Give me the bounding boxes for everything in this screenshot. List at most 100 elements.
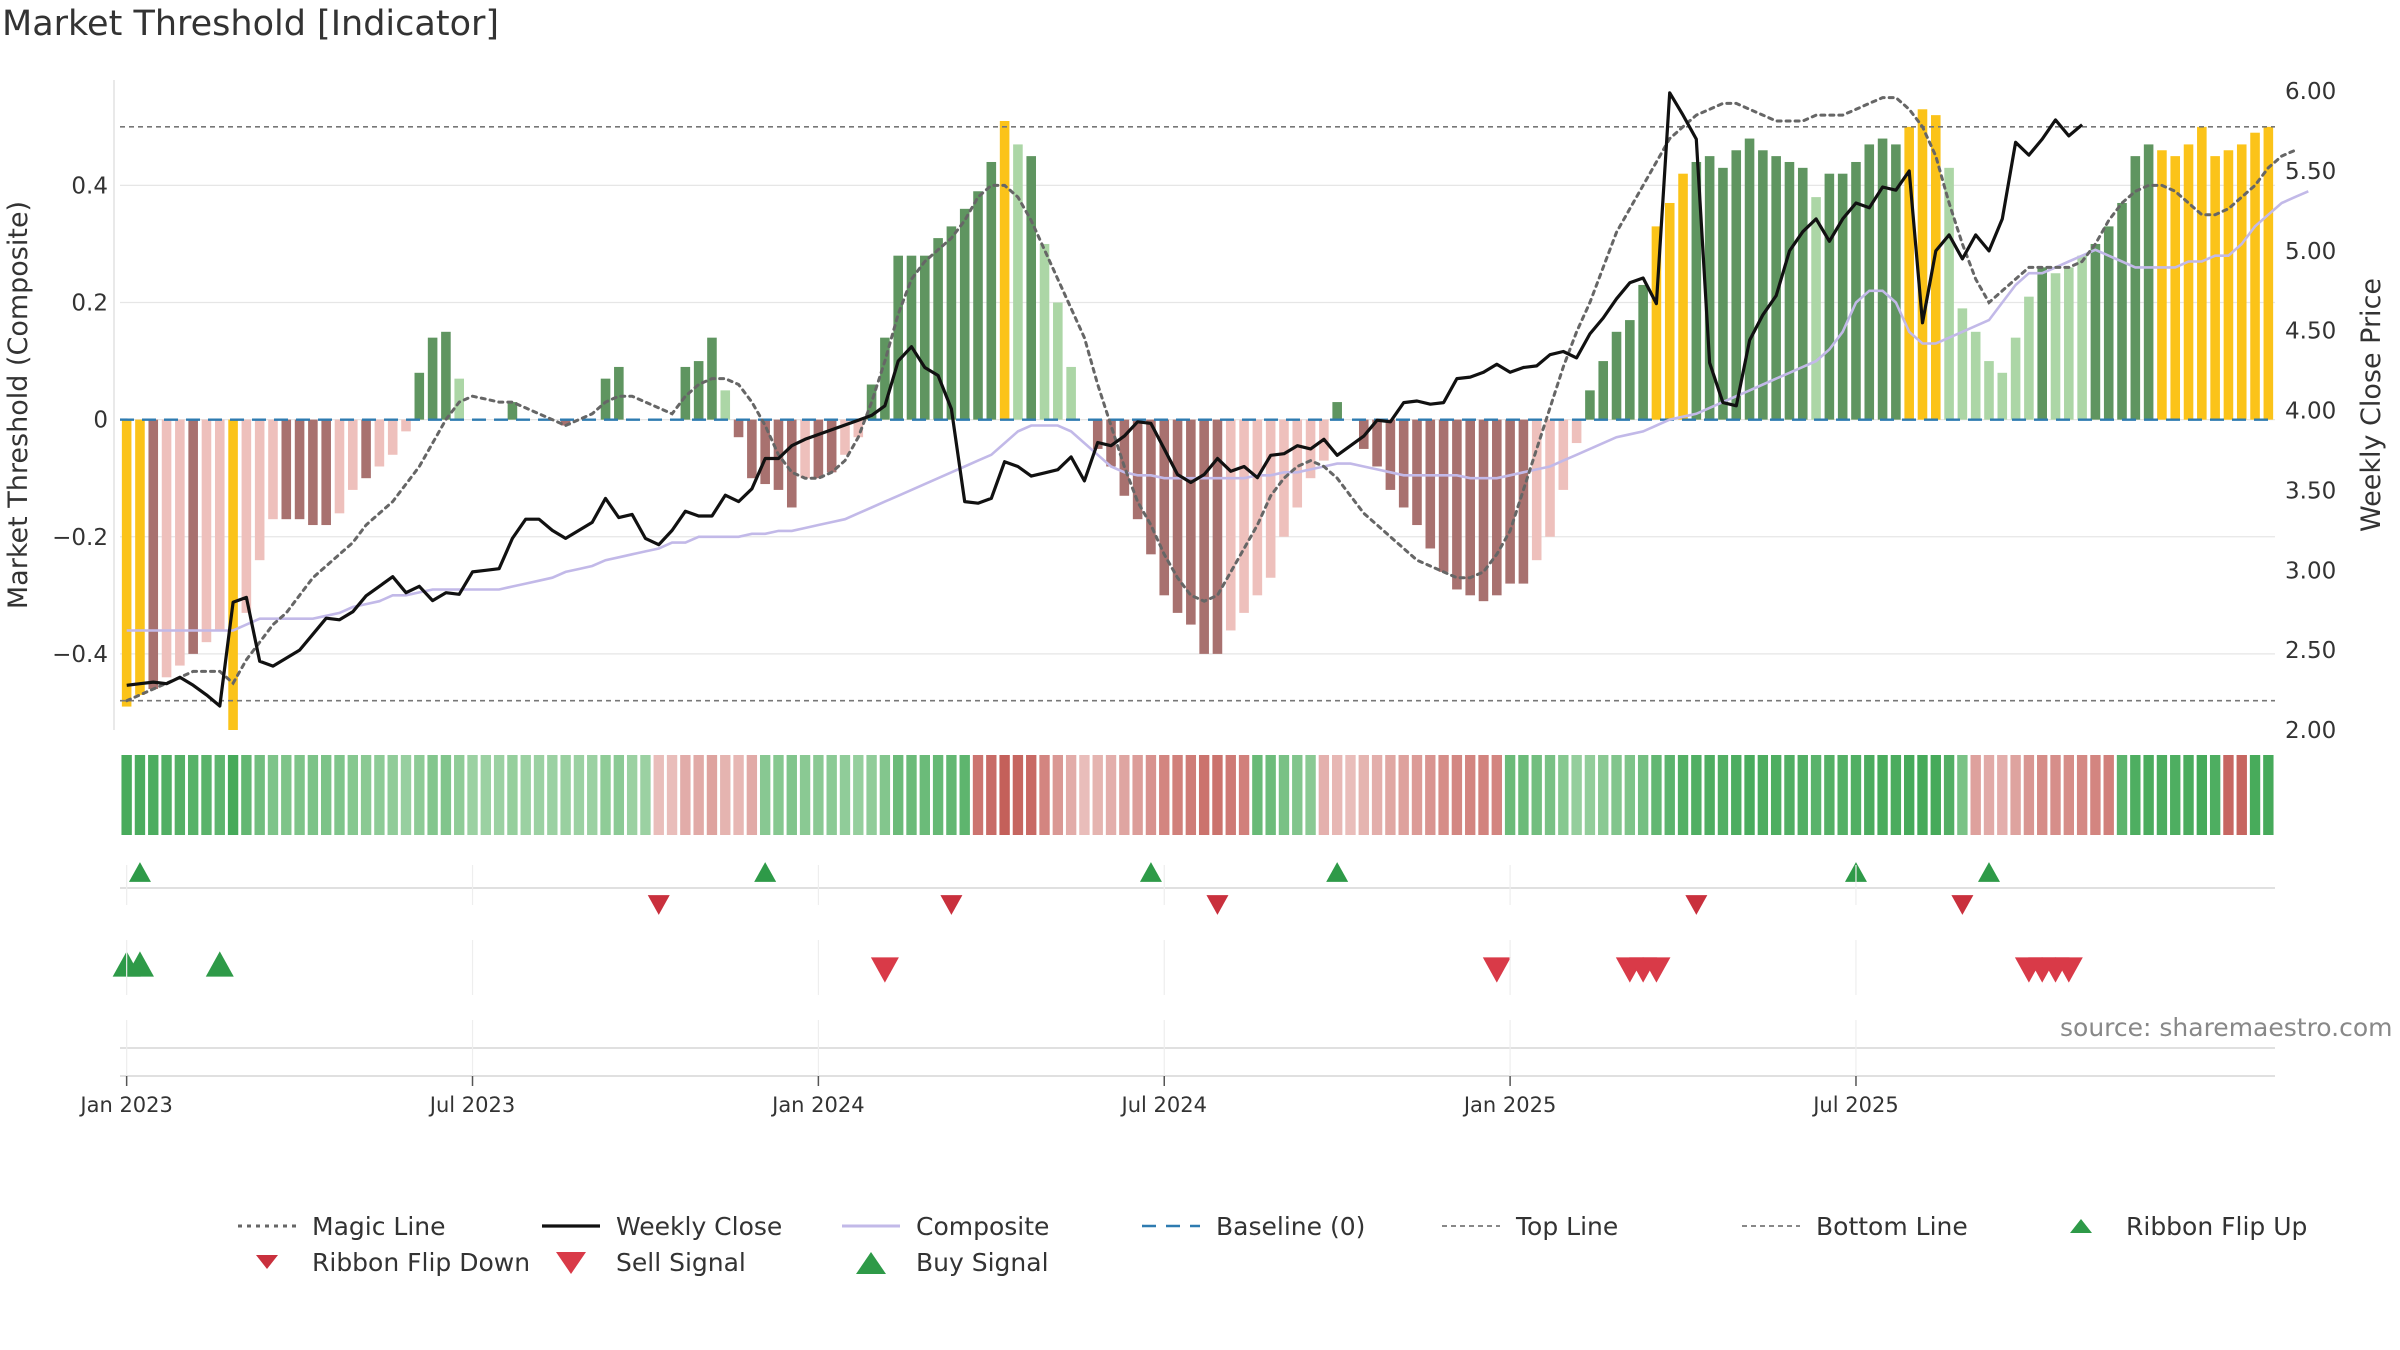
composite-bar [840, 419, 850, 455]
ribbon-cell [1065, 755, 1077, 835]
composite-bar [1984, 361, 1994, 420]
x-tick-label: Jul 2024 [1120, 1093, 1207, 1117]
ribbon-cell [161, 755, 172, 835]
source-note: source: sharemaestro.com [2060, 1013, 2393, 1042]
ribbon-cell [1026, 755, 1037, 835]
ribbon-cell [1252, 755, 1263, 835]
ribbon-flip-down-marker [1206, 895, 1229, 915]
ribbon-cell [427, 755, 438, 835]
legend-label: Magic Line [312, 1211, 446, 1241]
ribbon-cell [227, 755, 239, 835]
composite-bar [1452, 419, 1462, 590]
ribbon-cell [866, 755, 877, 835]
composite-bar [1585, 390, 1595, 420]
composite-bar [813, 419, 824, 479]
composite-bar [1771, 156, 1781, 420]
ribbon-cell [1105, 755, 1117, 835]
left-tick-label: −0.2 [52, 525, 108, 551]
ribbon-cell [1518, 755, 1529, 835]
composite-bar [1784, 161, 1795, 420]
composite-bar [2103, 226, 2114, 420]
legend-item-flipdown: Ribbon Flip Down [236, 1244, 530, 1280]
ribbon-cell [932, 755, 944, 835]
ribbon-cell [1145, 755, 1157, 835]
ribbon-cell [600, 755, 611, 835]
legend-symbol-flipup [2070, 1219, 2092, 1233]
ribbon-cell [533, 755, 545, 835]
composite-bar [228, 419, 238, 730]
ribbon-cell [1198, 755, 1210, 835]
ribbon-cell [640, 755, 651, 835]
composite-bar [680, 366, 691, 420]
right-tick-label: 3.50 [2285, 478, 2336, 504]
composite-bar [401, 419, 411, 432]
sell-signal-marker [870, 957, 899, 983]
ribbon-cell [1757, 755, 1769, 835]
ribbon-cell [587, 755, 598, 835]
composite-bar [1571, 419, 1582, 444]
ribbon-cell [893, 755, 904, 835]
ribbon-cell [334, 755, 345, 835]
composite-bar [321, 419, 331, 526]
composite-bar [1678, 173, 1688, 420]
right-tick-label: 4.50 [2285, 319, 2336, 345]
ribbon-cell [2170, 755, 2181, 835]
composite-bar [2210, 156, 2220, 420]
ribbon-cell [1185, 755, 1197, 835]
ribbon-cell [1584, 755, 1596, 835]
ribbon-flip-down-marker [1951, 895, 1974, 915]
ribbon-cell [1797, 755, 1808, 835]
ribbon-cell [626, 755, 638, 835]
ribbon-cell [1784, 755, 1795, 835]
ribbon-cell [2130, 755, 2141, 835]
sell-signal-marker [1482, 957, 1511, 983]
composite-bar [693, 361, 704, 420]
composite-bar [1412, 419, 1422, 526]
composite-bar [2183, 144, 2194, 420]
ribbon-cell [2156, 755, 2168, 835]
composite-bar [241, 419, 252, 613]
ribbon-cell [1664, 755, 1675, 835]
legend-item-bottom: Bottom Line [1740, 1208, 1968, 1244]
ribbon-cell [1917, 755, 1928, 835]
ribbon-cell [1637, 755, 1649, 835]
composite-bar [1013, 144, 1023, 420]
composite-bar [1558, 419, 1569, 490]
composite-bar [1039, 243, 1050, 420]
ribbon-cell [1265, 755, 1276, 835]
ribbon-cell [1318, 755, 1330, 835]
ribbon-cell [946, 755, 957, 835]
legend-symbol-sell [556, 1252, 586, 1274]
ribbon-cell [1717, 755, 1729, 835]
ribbon-cell [1624, 755, 1636, 835]
ribbon-cell [906, 755, 917, 835]
composite-bar [1199, 419, 1209, 654]
composite-bar [387, 419, 398, 455]
ribbon-cell [1824, 755, 1835, 835]
composite-bar [414, 372, 425, 420]
composite-bar [1438, 419, 1449, 572]
ribbon-cell [1691, 755, 1702, 835]
legend: Magic Line Weekly Close Composite Baseline … [0, 1200, 2400, 1290]
composite-bar [2197, 126, 2207, 420]
ribbon-flip-up-marker [1139, 862, 1162, 882]
ribbon-cell [986, 755, 997, 835]
axes: 0.4 0.2 0 −0.2 −0.4 6.00 5.50 5.00 4.50 4.00 3.50 3… [3, 79, 2387, 744]
composite-bar [121, 419, 132, 707]
composite-bar [1837, 173, 1848, 420]
legend-item-sell: Sell Signal [540, 1244, 746, 1280]
ribbon-cell [653, 755, 664, 835]
ribbon-strip [121, 755, 2274, 835]
ribbon-cell [480, 755, 492, 835]
right-tick-label: 2.00 [2285, 718, 2336, 744]
ribbon-cell [1957, 755, 1968, 835]
composite-line [126, 190, 2309, 632]
ribbon-cell [1704, 755, 1715, 835]
composite-bar [1531, 419, 1542, 561]
composite-bar [1225, 419, 1236, 631]
ribbon-flip-down-marker [1685, 895, 1708, 915]
right-tick-label: 5.50 [2285, 159, 2336, 185]
ribbon-cell [400, 755, 412, 835]
legend-item-close: Weekly Close [540, 1208, 782, 1244]
